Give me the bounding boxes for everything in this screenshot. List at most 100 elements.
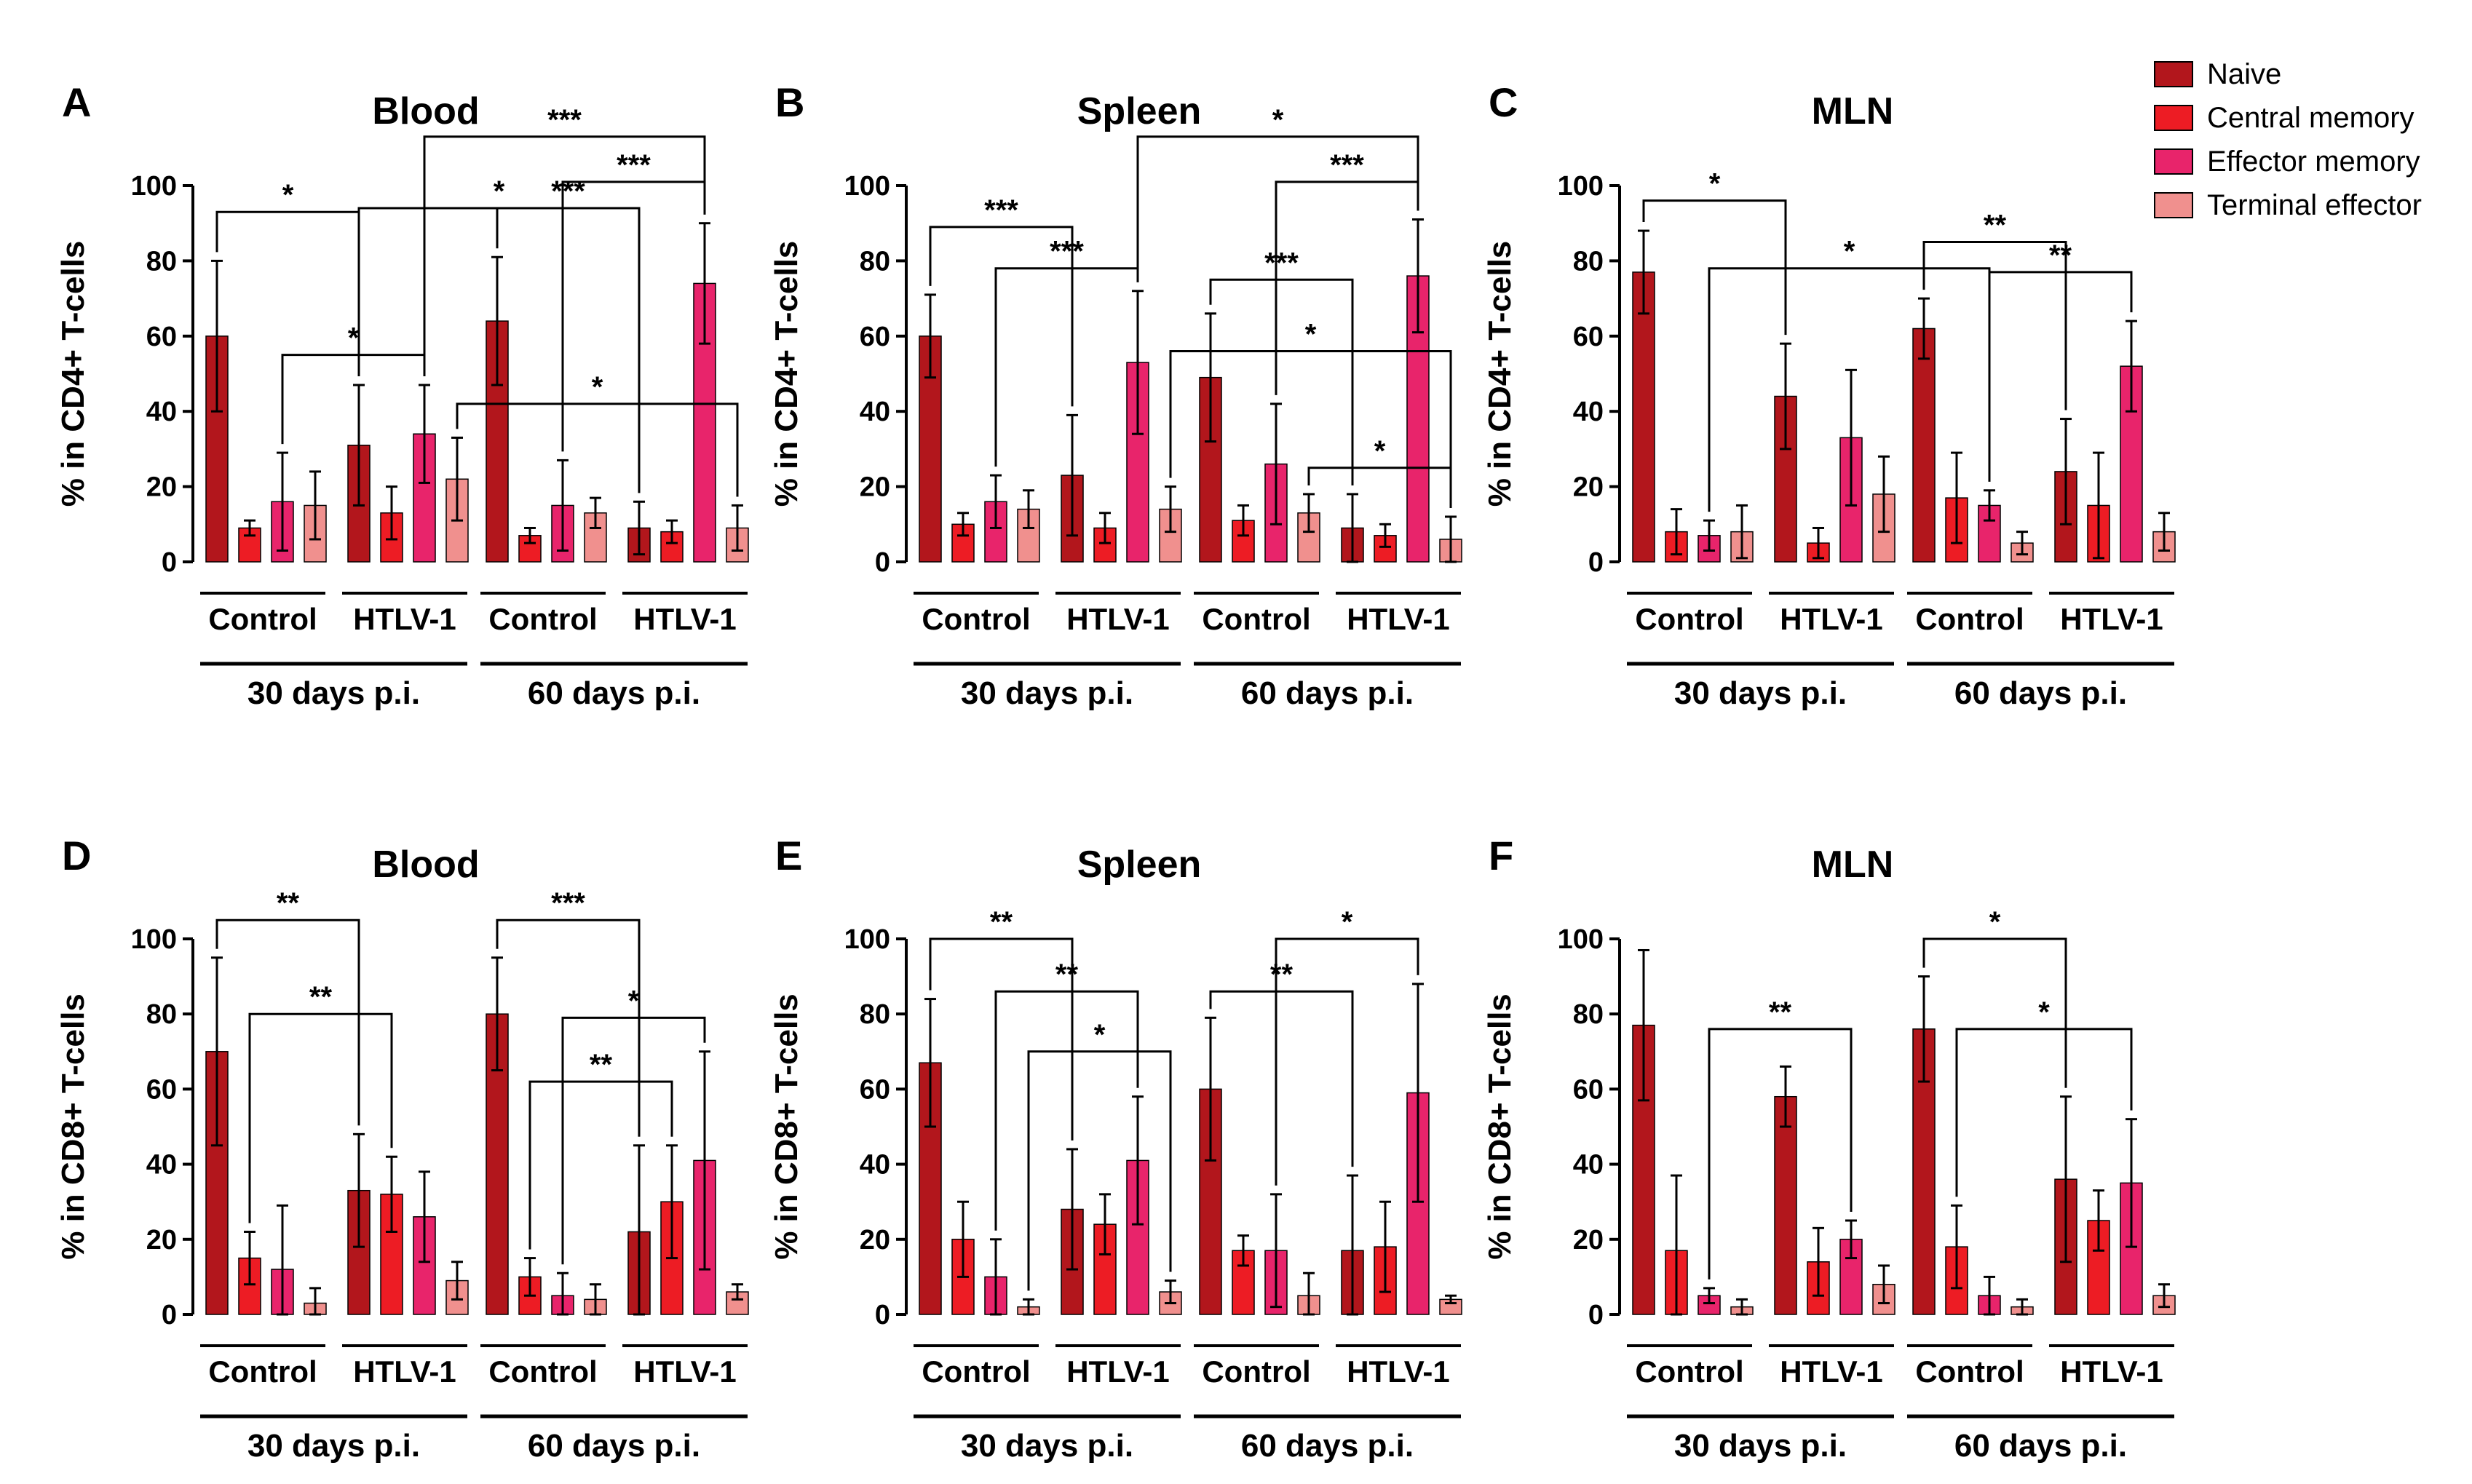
group-label: HTLV-1 bbox=[1066, 1354, 1170, 1389]
legend-swatch bbox=[2154, 192, 2193, 218]
significance-label: *** bbox=[1330, 149, 1364, 181]
significance-label: *** bbox=[1264, 247, 1299, 279]
significance-label: * bbox=[282, 179, 294, 211]
significance-label: * bbox=[2038, 996, 2050, 1028]
significance-label: ** bbox=[1055, 959, 1079, 991]
significance-label: ** bbox=[1769, 996, 1792, 1028]
y-axis-label: % in CD4+ T-cells bbox=[1482, 241, 1518, 507]
y-tick-label: 100 bbox=[1558, 171, 1604, 202]
significance-label: * bbox=[592, 371, 603, 403]
panel-letter: F bbox=[1489, 833, 1513, 878]
timepoint-label: 60 days p.i. bbox=[1241, 1428, 1414, 1464]
timepoint-label: 30 days p.i. bbox=[961, 675, 1133, 711]
panel-letter: C bbox=[1489, 79, 1518, 125]
timepoint-label: 30 days p.i. bbox=[961, 1428, 1133, 1464]
y-tick-label: 100 bbox=[131, 171, 177, 202]
group-label: HTLV-1 bbox=[2060, 602, 2163, 636]
significance-bracket bbox=[423, 135, 706, 377]
significance-label: ** bbox=[309, 981, 333, 1013]
panel-letter: A bbox=[62, 79, 91, 125]
significance-bracket bbox=[994, 267, 1139, 467]
y-axis-label: % in CD4+ T-cells bbox=[769, 241, 804, 507]
timepoint-label: 60 days p.i. bbox=[1241, 675, 1414, 711]
y-tick-label: 60 bbox=[146, 1074, 177, 1105]
significance-bracket bbox=[1922, 241, 2067, 410]
y-tick-label: 40 bbox=[146, 397, 177, 427]
y-tick-label: 100 bbox=[1558, 924, 1604, 955]
group-label: Control bbox=[208, 602, 317, 636]
y-tick-label: 80 bbox=[1573, 246, 1604, 277]
significance-bracket bbox=[929, 226, 1074, 407]
y-tick-label: 0 bbox=[162, 1300, 177, 1330]
y-tick-label: 40 bbox=[1573, 1150, 1604, 1181]
significance-label: * bbox=[1844, 236, 1855, 268]
legend-label: Naive bbox=[2207, 58, 2281, 90]
significance-bracket bbox=[1136, 135, 1419, 282]
group-label: Control bbox=[488, 1354, 597, 1389]
y-tick-label: 60 bbox=[1573, 1074, 1604, 1105]
y-tick-label: 0 bbox=[1588, 1300, 1604, 1330]
group-label: Control bbox=[1635, 1354, 1743, 1389]
panel-E: E Spleen 0 20 40 60 80 100 % in CD8+ T-cells Cont… bbox=[769, 833, 1462, 1464]
significance-label: * bbox=[628, 985, 640, 1017]
timepoint-label: 60 days p.i. bbox=[528, 675, 700, 711]
significance-label: * bbox=[1305, 318, 1317, 350]
panel-title: Spleen bbox=[1077, 844, 1202, 886]
significance-label: *** bbox=[547, 104, 582, 136]
group-label: Control bbox=[922, 602, 1030, 636]
y-tick-label: 0 bbox=[875, 1300, 890, 1330]
y-tick-label: 40 bbox=[146, 1150, 177, 1181]
panel-A: A Blood 0 20 40 60 80 100 % in CD4+ T-cells Contr… bbox=[55, 79, 749, 711]
significance-bracket bbox=[1275, 180, 1419, 395]
y-tick-label: 40 bbox=[860, 397, 890, 427]
significance-label: *** bbox=[617, 149, 651, 181]
significance-bracket bbox=[496, 918, 641, 1137]
significance-label: * bbox=[1374, 435, 1386, 467]
y-tick-label: 80 bbox=[146, 246, 177, 277]
significance-bracket bbox=[561, 1016, 706, 1265]
significance-bracket bbox=[929, 937, 1074, 1140]
significance-label: *** bbox=[551, 175, 585, 207]
y-tick-label: 80 bbox=[1573, 999, 1604, 1030]
significance-bracket bbox=[1275, 937, 1419, 1186]
group-label: HTLV-1 bbox=[1347, 1354, 1450, 1389]
y-tick-label: 100 bbox=[844, 924, 890, 955]
significance-bracket bbox=[456, 402, 739, 497]
panel-title: Blood bbox=[372, 90, 479, 132]
y-tick-label: 20 bbox=[860, 1225, 890, 1255]
group-label: HTLV-1 bbox=[1780, 602, 1883, 636]
significance-bracket bbox=[1708, 1028, 1853, 1279]
bar-naive bbox=[1632, 271, 1655, 563]
legend: Naive Central memory Effector memory Termin… bbox=[2154, 58, 2422, 221]
group-label: HTLV-1 bbox=[353, 602, 456, 636]
significance-label: * bbox=[348, 322, 360, 354]
timepoint-label: 60 days p.i. bbox=[1954, 1428, 2127, 1464]
timepoint-label: 30 days p.i. bbox=[247, 675, 420, 711]
y-tick-label: 100 bbox=[844, 171, 890, 202]
panel-title: Blood bbox=[372, 844, 479, 886]
panel-title: MLN bbox=[1812, 90, 1894, 132]
panel-letter: E bbox=[775, 833, 802, 878]
y-axis-label: % in CD4+ T-cells bbox=[55, 241, 91, 507]
legend-swatch bbox=[2154, 148, 2193, 175]
significance-bracket bbox=[1922, 937, 2067, 1088]
group-label: HTLV-1 bbox=[633, 1354, 737, 1389]
group-label: Control bbox=[208, 1354, 317, 1389]
group-label: Control bbox=[1202, 1354, 1310, 1389]
timepoint-label: 30 days p.i. bbox=[1674, 675, 1847, 711]
group-label: HTLV-1 bbox=[1066, 602, 1170, 636]
timepoint-label: 30 days p.i. bbox=[1674, 1428, 1847, 1464]
group-label: Control bbox=[488, 602, 597, 636]
y-axis-label: % in CD8+ T-cells bbox=[769, 993, 804, 1260]
group-label: Control bbox=[1635, 602, 1743, 636]
significance-bracket bbox=[1955, 1028, 2133, 1197]
timepoint-label: 30 days p.i. bbox=[247, 1428, 420, 1464]
panel-C: C MLN 0 20 40 60 80 100 % in CD4+ T-cells Control… bbox=[1482, 79, 2176, 711]
significance-bracket bbox=[496, 207, 641, 493]
bar-naive bbox=[1912, 328, 1936, 563]
timepoint-label: 60 days p.i. bbox=[528, 1428, 700, 1464]
panel-letter: B bbox=[775, 79, 804, 125]
significance-bracket bbox=[215, 918, 360, 1126]
